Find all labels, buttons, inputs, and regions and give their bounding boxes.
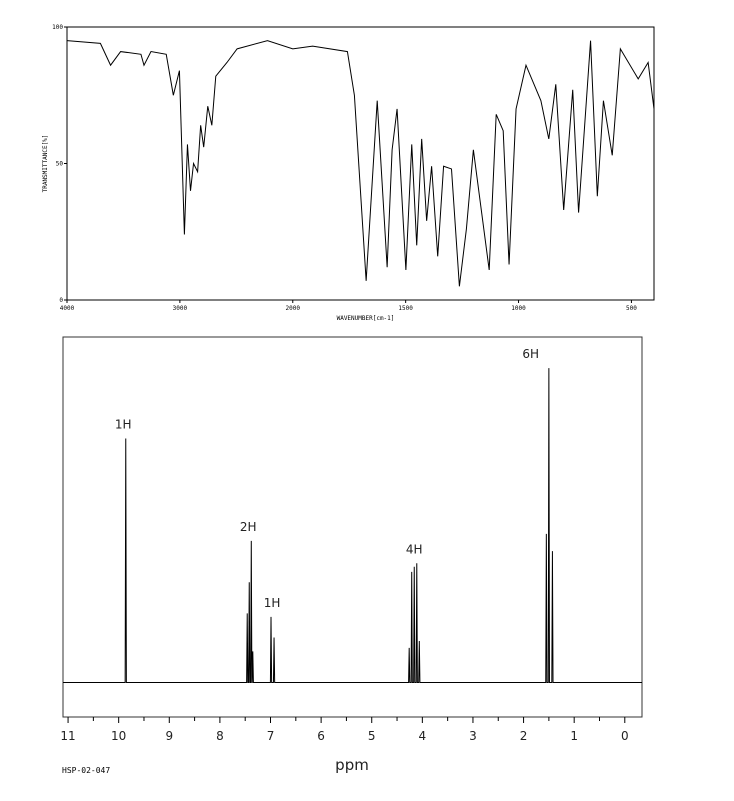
x-tick-label: 11 <box>60 729 75 743</box>
x-tick-label: 8 <box>216 729 224 743</box>
x-tick-label: 7 <box>267 729 275 743</box>
peak-integral-label: 2H <box>240 520 257 534</box>
peak-integral-label: 6H <box>522 347 539 361</box>
x-tick-label: 4 <box>419 729 427 743</box>
x-tick-label: 9 <box>165 729 173 743</box>
x-tick-label: 6 <box>317 729 325 743</box>
y-tick-label: 50 <box>56 161 64 168</box>
x-axis-label: WAVENUMBER[cm-1] <box>337 315 395 322</box>
x-axis-label: ppm <box>335 756 369 774</box>
x-tick-label: 10 <box>111 729 126 743</box>
spectrum-line <box>66 40 655 287</box>
x-tick-label: 3 <box>469 729 477 743</box>
x-tick-label: 1000 <box>511 305 526 312</box>
plot-frame <box>66 26 655 301</box>
footnote: HSP-02-047 <box>62 766 110 775</box>
y-axis-label: TRANSMITTANCE[%] <box>42 135 49 193</box>
x-tick-label: 0 <box>621 729 629 743</box>
x-tick-label: 2000 <box>286 305 301 312</box>
plot-frame <box>62 336 643 718</box>
peak-integral-label: 1H <box>115 418 132 432</box>
spectrum-line <box>63 368 642 683</box>
peak-integral-label: 1H <box>264 596 281 610</box>
x-tick-label: 5 <box>368 729 376 743</box>
x-tick-label: 1500 <box>398 305 413 312</box>
x-tick-label: 1 <box>570 729 578 743</box>
y-tick-label: 0 <box>59 297 63 304</box>
peak-integral-label: 4H <box>406 542 423 556</box>
x-tick-label: 2 <box>520 729 528 743</box>
y-tick-label: 100 <box>52 24 63 31</box>
x-tick-label: 4000 <box>60 305 75 312</box>
x-tick-label: 3000 <box>173 305 188 312</box>
x-tick-label: 500 <box>626 305 637 312</box>
